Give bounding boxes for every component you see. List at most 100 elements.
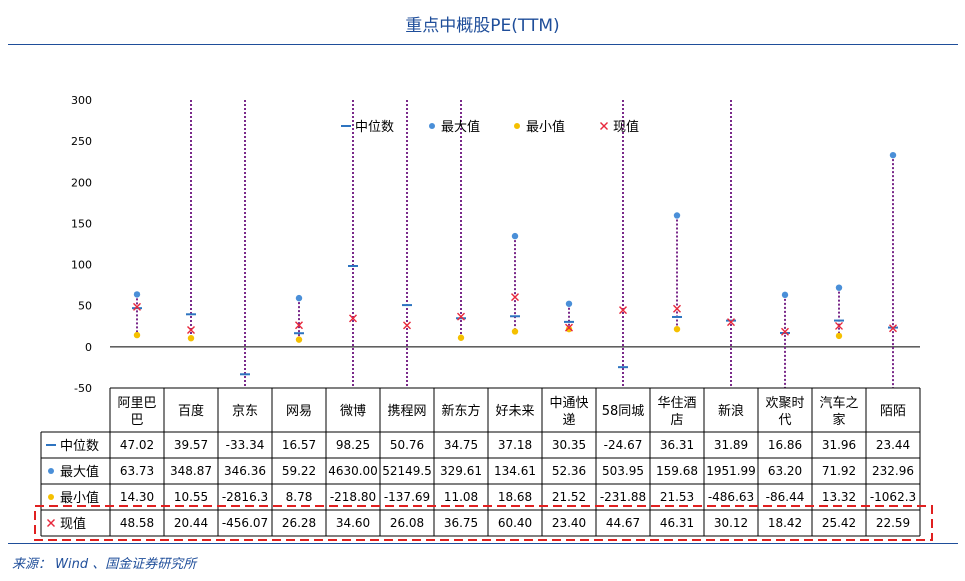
table-header-cell: 中通快 bbox=[549, 396, 588, 411]
table-cell: 23.44 bbox=[876, 438, 910, 452]
y-tick-label: -50 bbox=[74, 382, 92, 395]
table-cell: 18.42 bbox=[768, 516, 802, 530]
table-cell: 34.60 bbox=[336, 516, 370, 530]
legend-max-marker bbox=[429, 123, 435, 129]
table-cell: 98.25 bbox=[336, 438, 370, 452]
min-marker bbox=[511, 328, 519, 335]
table-cell: 503.95 bbox=[602, 464, 644, 478]
table-cell: 4630.00 bbox=[328, 464, 378, 478]
current-marker-stroke bbox=[511, 293, 519, 302]
current-marker-stroke bbox=[727, 318, 735, 327]
table-header-cell: 代 bbox=[778, 413, 791, 428]
chart-marks bbox=[132, 151, 898, 376]
table-cell: 25.42 bbox=[822, 516, 856, 530]
table-header-cell: 网易 bbox=[286, 404, 312, 419]
table-cell: 48.58 bbox=[120, 516, 154, 530]
table-cell: 34.75 bbox=[444, 438, 478, 452]
current-marker-stroke bbox=[619, 306, 627, 315]
table-cell: 59.22 bbox=[282, 464, 316, 478]
table-cell: 39.57 bbox=[174, 438, 208, 452]
table-cell: 30.12 bbox=[714, 516, 748, 530]
legend-min-label: 最小值 bbox=[526, 119, 565, 135]
y-tick-label: 300 bbox=[71, 94, 92, 107]
max-marker bbox=[781, 291, 789, 299]
legend-min-marker bbox=[514, 123, 520, 129]
range-lines bbox=[136, 100, 894, 388]
current-marker bbox=[133, 302, 141, 311]
legend-max-label: 最大值 bbox=[441, 119, 480, 135]
table-header-cell: 微博 bbox=[340, 404, 366, 419]
row-label-marker-stroke bbox=[47, 519, 55, 527]
min-marker bbox=[565, 325, 573, 333]
table-header-cell: 家 bbox=[832, 412, 845, 428]
table-cell: 346.36 bbox=[224, 464, 266, 478]
table-cell: -456.07 bbox=[222, 516, 268, 530]
table-cell: 18.68 bbox=[498, 490, 532, 504]
row-label-marker bbox=[48, 468, 54, 474]
table-cell: 23.40 bbox=[552, 516, 586, 530]
table-header-cell: 新浪 bbox=[718, 403, 744, 419]
legend-current-marker bbox=[600, 122, 608, 130]
min-marker bbox=[457, 334, 465, 341]
table-cell: 232.96 bbox=[872, 464, 914, 478]
table-cell: 159.68 bbox=[656, 464, 698, 478]
table-cell: -24.67 bbox=[604, 438, 643, 452]
table-cell: 31.89 bbox=[714, 438, 748, 452]
current-row-highlight bbox=[34, 505, 933, 541]
current-marker-stroke bbox=[673, 304, 681, 313]
table-cell: 60.40 bbox=[498, 516, 532, 530]
row-label: 最大值 bbox=[60, 464, 99, 480]
current-marker bbox=[187, 326, 195, 335]
table-header-cell: 携程网 bbox=[387, 403, 426, 419]
current-marker-stroke bbox=[835, 321, 843, 330]
legend-current-marker-stroke bbox=[600, 122, 608, 130]
row-label: 中位数 bbox=[60, 439, 99, 454]
table-cell: -33.34 bbox=[226, 438, 265, 452]
table-cell: 329.61 bbox=[440, 464, 482, 478]
max-marker bbox=[133, 291, 141, 298]
y-tick-label: 50 bbox=[78, 300, 92, 313]
current-marker-stroke bbox=[133, 302, 141, 311]
table-cell: 11.08 bbox=[444, 490, 478, 504]
table-header-cell: 好未来 bbox=[495, 404, 534, 419]
chart-grid: -50 0 50 100 150 200 250 300 bbox=[71, 94, 920, 395]
table-cell: 26.28 bbox=[282, 516, 316, 530]
max-marker bbox=[673, 212, 681, 219]
chart-title: 重点中概股PE(TTM) bbox=[405, 16, 560, 36]
y-tick-label: 250 bbox=[71, 135, 92, 148]
legend-current-label: 现值 bbox=[613, 119, 639, 135]
table-cell: 348.87 bbox=[170, 464, 212, 478]
table-cell: 22.59 bbox=[876, 516, 910, 530]
table-header-cell: 京东 bbox=[232, 404, 258, 419]
table-cell: 63.20 bbox=[768, 464, 802, 478]
table-cell: -486.63 bbox=[708, 490, 754, 504]
current-marker bbox=[349, 314, 357, 323]
row-label-marker bbox=[47, 519, 55, 527]
table-cell: 13.32 bbox=[822, 490, 856, 504]
max-marker bbox=[511, 232, 519, 240]
highlight-box bbox=[34, 505, 933, 541]
table-cell: 63.73 bbox=[120, 464, 154, 478]
legend-median-label: 中位数 bbox=[355, 120, 394, 135]
current-marker-stroke bbox=[295, 321, 303, 330]
y-tick-label: 150 bbox=[71, 217, 92, 230]
table-header-cell: 巴 bbox=[130, 413, 143, 428]
table-cell: 10.55 bbox=[174, 490, 208, 504]
table-cell: 52149.5 bbox=[382, 464, 432, 478]
table-cell: 14.30 bbox=[120, 490, 154, 504]
row-label: 现值 bbox=[60, 516, 86, 532]
table-cell: 31.96 bbox=[822, 438, 856, 452]
table-header-cell: 华住酒 bbox=[657, 396, 696, 411]
current-marker-stroke bbox=[403, 321, 411, 330]
max-marker bbox=[889, 151, 897, 159]
max-marker bbox=[835, 284, 843, 291]
table-cell: -231.88 bbox=[600, 490, 646, 504]
table-cell: -1062.3 bbox=[870, 490, 916, 504]
current-marker-stroke bbox=[349, 314, 357, 323]
min-marker bbox=[673, 325, 681, 333]
title-rule bbox=[8, 44, 958, 45]
table-cell: 16.57 bbox=[282, 438, 316, 452]
table-header-cell: 58同城 bbox=[602, 404, 645, 419]
current-marker bbox=[835, 321, 843, 330]
